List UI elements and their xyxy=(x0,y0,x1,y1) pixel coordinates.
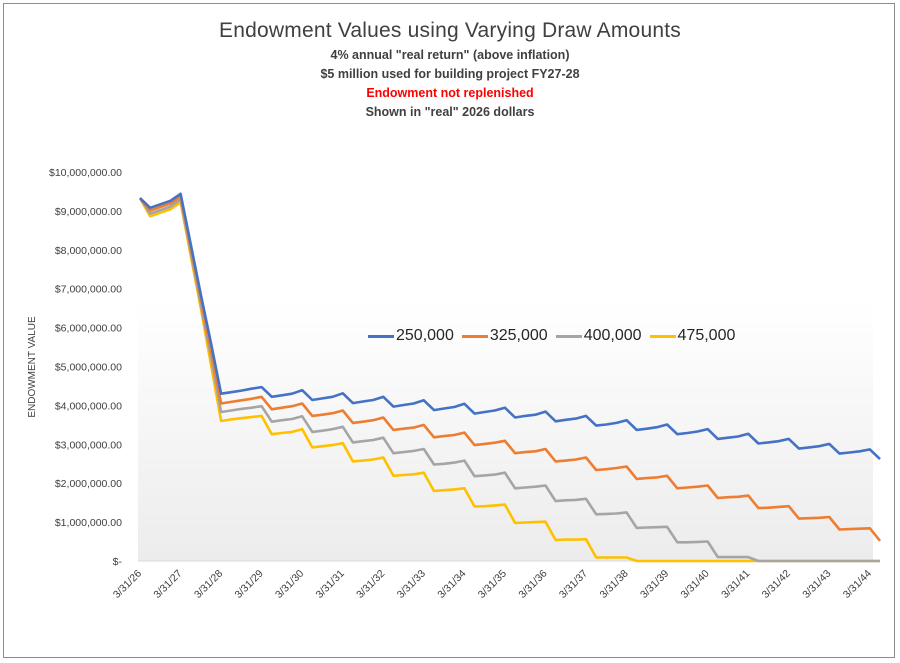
x-tick-label: 3/31/27 xyxy=(151,568,184,601)
x-tick-label: 3/31/26 xyxy=(111,568,144,601)
plot-area xyxy=(138,300,873,561)
y-tick-label: $5,000,000.00 xyxy=(55,362,122,374)
x-tick-label: 3/31/31 xyxy=(314,568,347,601)
series-line-325000 xyxy=(138,195,882,542)
y-tick-label: $2,000,000.00 xyxy=(55,478,122,490)
legend-swatch xyxy=(555,334,582,338)
legend-swatch xyxy=(649,334,676,338)
chart-subtitle-not-replenished: Endowment not replenished xyxy=(366,86,534,100)
chart-legend: 250,000 325,000 400,000 475,000 xyxy=(368,327,743,345)
legend-item-400000: 400,000 xyxy=(555,327,642,345)
series-line-250000 xyxy=(139,192,881,461)
legend-label: 475,000 xyxy=(677,327,736,344)
x-tick-label: 3/31/37 xyxy=(557,568,590,601)
x-tick-label: 3/31/32 xyxy=(354,568,387,601)
chart-header: Endowment Values using Varying Draw Amou… xyxy=(0,16,900,122)
chart-subtitle-return: 4% annual "real return" (above inflation… xyxy=(330,48,570,62)
x-tick-label: 3/31/29 xyxy=(233,568,266,601)
x-tick-label: 3/31/39 xyxy=(638,568,671,601)
y-tick-label: $1,000,000.00 xyxy=(55,517,122,529)
chart-title: Endowment Values using Varying Draw Amou… xyxy=(219,19,681,42)
x-tick-label: 3/31/30 xyxy=(273,568,306,601)
x-tick-label: 3/31/34 xyxy=(435,568,468,601)
x-tick-label: 3/31/35 xyxy=(476,568,509,601)
chart-subtitle-building: $5 million used for building project FY2… xyxy=(320,67,580,81)
x-tick-label: 3/31/44 xyxy=(841,568,874,601)
y-tick-label: $6,000,000.00 xyxy=(55,323,122,335)
y-tick-label: $7,000,000.00 xyxy=(55,284,122,296)
x-tick-label: 3/31/41 xyxy=(719,568,752,601)
legend-label: 325,000 xyxy=(489,327,548,344)
y-tick-label: $9,000,000.00 xyxy=(55,206,122,218)
y-tick-label: $8,000,000.00 xyxy=(55,245,122,257)
x-tick-label: 3/31/40 xyxy=(679,568,712,601)
x-tick-label: 3/31/38 xyxy=(597,568,630,601)
legend-label: 250,000 xyxy=(396,327,454,344)
y-tick-label: $- xyxy=(113,556,123,568)
x-tick-label: 3/31/36 xyxy=(516,568,549,601)
y-tick-label: $4,000,000.00 xyxy=(55,400,122,412)
x-tick-label: 3/31/28 xyxy=(192,568,225,601)
legend-item-475000: 475,000 xyxy=(649,327,736,345)
x-tick-label: 3/31/33 xyxy=(395,568,428,601)
legend-swatch xyxy=(368,334,394,338)
y-axis-label: ENDOWMENT VALUE xyxy=(27,316,38,418)
x-tick-label: 3/31/43 xyxy=(800,568,833,601)
y-tick-label: $3,000,000.00 xyxy=(55,439,122,451)
chart-subtitle-real-dollars: Shown in "real" 2026 dollars xyxy=(365,105,535,119)
y-tick-label: $10,000,000.00 xyxy=(49,167,122,179)
series-line-400000 xyxy=(138,197,880,563)
legend-label: 400,000 xyxy=(583,327,642,344)
legend-item-325000: 325,000 xyxy=(461,327,548,345)
legend-swatch xyxy=(461,334,488,338)
chart-frame xyxy=(3,3,895,658)
x-tick-label: 3/31/42 xyxy=(760,568,793,601)
legend-item-250000: 250,000 xyxy=(368,327,454,345)
